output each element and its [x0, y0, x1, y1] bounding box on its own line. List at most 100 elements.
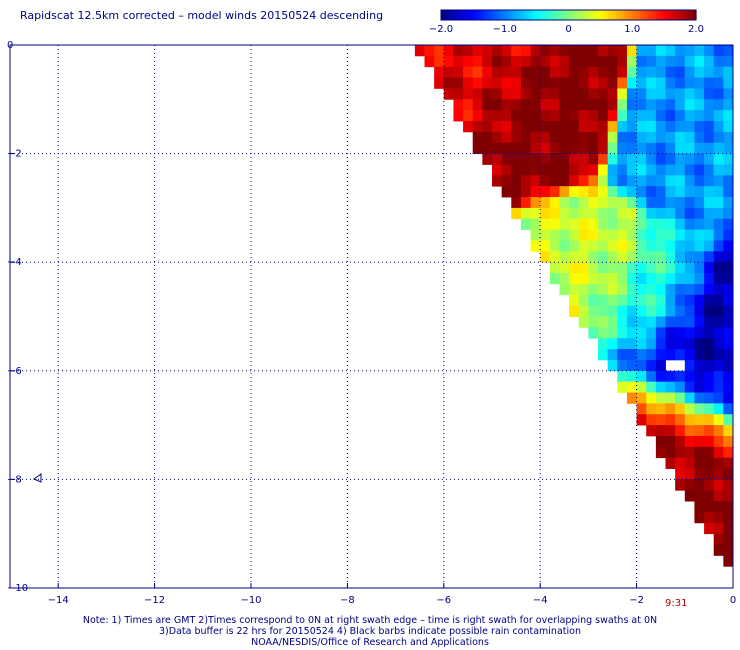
heatmap-cell — [636, 327, 647, 339]
heatmap-cell — [665, 218, 676, 231]
heatmap-cell — [713, 446, 724, 459]
colorbar-segment — [532, 10, 538, 20]
heatmap-cell — [636, 229, 647, 241]
heatmap-cell — [492, 175, 503, 187]
heatmap-cell — [723, 544, 734, 556]
heatmap-cell — [626, 305, 637, 317]
heatmap-cell — [578, 273, 589, 285]
heatmap-cell — [482, 121, 493, 133]
heatmap-cell — [694, 479, 705, 491]
heatmap-cell — [588, 229, 599, 241]
heatmap-cell — [626, 55, 637, 68]
heatmap-cell — [559, 207, 570, 220]
heatmap-cell — [665, 142, 676, 154]
x-tick-label: −4 — [533, 595, 548, 606]
heatmap-cell — [559, 142, 570, 154]
heatmap-cell — [598, 77, 609, 89]
heatmap-cell — [665, 77, 676, 89]
heatmap-cell — [655, 186, 666, 198]
heatmap-cell — [665, 349, 676, 361]
colorbar-tick-label: 1.0 — [624, 24, 640, 35]
heatmap-cell — [704, 511, 715, 524]
heatmap-cell — [520, 55, 531, 68]
colorbar-segment — [584, 10, 590, 20]
heatmap-cell — [675, 240, 686, 252]
heatmap-cell — [704, 381, 715, 393]
heatmap-cell — [472, 45, 483, 57]
heatmap-cell — [511, 186, 522, 198]
heatmap-cell — [520, 45, 531, 57]
heatmap-cell — [530, 77, 541, 89]
heatmap-cell — [559, 88, 570, 100]
heatmap-cell — [655, 240, 666, 252]
heatmap-cell — [704, 403, 715, 415]
heatmap-cell — [636, 262, 647, 274]
heatmap-cell — [655, 381, 666, 393]
heatmap-cell — [598, 327, 609, 339]
heatmap-cell — [549, 77, 560, 89]
heatmap-cell — [540, 164, 551, 176]
heatmap-cell — [617, 229, 628, 241]
heatmap-cell — [472, 121, 483, 133]
heatmap-cell — [578, 294, 589, 307]
heatmap-cell — [713, 425, 724, 437]
heatmap-cell — [578, 66, 589, 78]
heatmap-cell — [694, 435, 705, 448]
heatmap-cell — [501, 45, 512, 57]
heatmap-cell — [588, 66, 599, 78]
heatmap-cell — [588, 77, 599, 89]
heatmap-cell — [636, 153, 647, 165]
heatmap-cell — [511, 99, 522, 111]
heatmap-cell — [588, 110, 599, 122]
heatmap-cell — [713, 414, 724, 426]
heatmap-cell — [578, 153, 589, 165]
heatmap-cell — [617, 55, 628, 68]
heatmap-cell — [694, 468, 705, 480]
heatmap-cell — [655, 121, 666, 133]
heatmap-cell — [626, 316, 637, 328]
colorbar-segment — [612, 10, 617, 20]
heatmap-cell — [511, 142, 522, 154]
heatmap-cell — [607, 77, 618, 89]
heatmap-cell — [684, 370, 695, 383]
heatmap-cell — [694, 121, 705, 133]
note-line-1: Note: 1) Times are GMT 2)Times correspon… — [82, 615, 658, 626]
heatmap-cell — [434, 66, 445, 78]
heatmap-cell — [588, 316, 599, 328]
colorbar-segment — [540, 10, 546, 20]
heatmap-cell — [520, 207, 531, 220]
heatmap-cell — [684, 110, 695, 122]
colorbar-segment — [608, 10, 613, 20]
colorbar-segment — [660, 10, 665, 20]
heatmap-cell — [675, 316, 686, 328]
heatmap-cell — [646, 359, 657, 372]
heatmap-cell — [694, 142, 705, 154]
heatmap-cell — [598, 218, 609, 231]
heatmap-cell — [617, 45, 628, 57]
heatmap-cell — [713, 349, 724, 361]
heatmap-cell — [569, 305, 580, 317]
heatmap-cell — [646, 425, 657, 437]
heatmap-cell — [530, 142, 541, 154]
heatmap-cell — [482, 153, 493, 165]
heatmap-cell — [723, 381, 734, 393]
heatmap-cell — [588, 262, 599, 274]
heatmap-cell — [665, 283, 676, 296]
heatmap-cell — [704, 468, 715, 480]
heatmap-cell — [704, 66, 715, 78]
colorbar-segment — [604, 10, 609, 20]
heatmap-cell — [646, 131, 657, 144]
heatmap-cell — [598, 88, 609, 100]
heatmap-cell — [559, 186, 570, 198]
heatmap-cell — [636, 273, 647, 285]
heatmap-cell — [694, 207, 705, 220]
heatmap-cell — [607, 294, 618, 307]
heatmap-cell — [569, 66, 580, 78]
heatmap-cell — [723, 490, 734, 502]
heatmap-cell — [704, 327, 715, 339]
heatmap-cell — [492, 164, 503, 176]
heatmap-cell — [549, 218, 560, 231]
heatmap-cell — [598, 294, 609, 307]
heatmap-cell — [578, 283, 589, 296]
heatmap-cell — [598, 273, 609, 285]
